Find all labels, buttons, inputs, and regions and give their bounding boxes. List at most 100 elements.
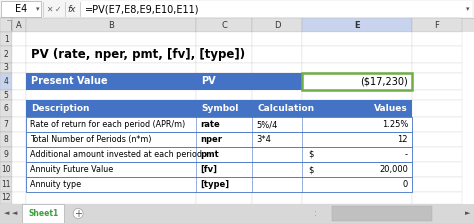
Bar: [26, 100, 196, 117]
Bar: [26, 117, 196, 132]
Text: 8: 8: [4, 135, 9, 144]
Bar: [196, 18, 252, 32]
Text: PV: PV: [201, 76, 216, 87]
Bar: [252, 32, 302, 46]
Bar: [22, 204, 64, 223]
Bar: [412, 46, 462, 63]
Bar: [412, 90, 462, 100]
Text: 3: 3: [4, 64, 9, 72]
Bar: [0, 0, 474, 18]
Bar: [302, 73, 412, 90]
Text: Additional amount invested at each period: Additional amount invested at each perio…: [30, 150, 202, 159]
Bar: [26, 132, 196, 147]
Text: C: C: [221, 21, 227, 29]
Text: -: -: [405, 150, 408, 159]
Bar: [252, 46, 302, 63]
Bar: [26, 192, 196, 204]
Bar: [252, 18, 302, 32]
Bar: [302, 90, 412, 100]
Bar: [302, 132, 412, 147]
Bar: [26, 177, 196, 192]
Text: 9: 9: [4, 150, 9, 159]
Bar: [196, 46, 252, 63]
Text: [fv]: [fv]: [200, 165, 217, 174]
Bar: [26, 46, 196, 63]
Text: 0: 0: [403, 180, 408, 189]
Bar: [196, 100, 252, 117]
Text: $: $: [308, 165, 313, 174]
Bar: [302, 162, 412, 177]
Bar: [12, 192, 26, 204]
Text: B: B: [108, 21, 114, 29]
Bar: [26, 32, 196, 46]
Text: D: D: [274, 21, 280, 29]
Text: Present Value: Present Value: [31, 76, 108, 87]
Bar: [196, 73, 252, 90]
Bar: [302, 100, 412, 117]
Text: Annuity type: Annuity type: [30, 180, 81, 189]
Bar: [0, 162, 12, 177]
Bar: [0, 147, 12, 162]
Text: ◄: ◄: [4, 211, 9, 217]
Bar: [0, 32, 12, 46]
Bar: [302, 73, 412, 90]
Bar: [0, 73, 12, 90]
Bar: [0, 100, 12, 117]
Bar: [252, 162, 302, 177]
Text: 1.25%: 1.25%: [382, 120, 408, 129]
Bar: [12, 90, 26, 100]
Text: E: E: [354, 21, 360, 29]
Bar: [26, 147, 412, 162]
Bar: [26, 73, 302, 90]
Bar: [26, 132, 412, 147]
Text: rate: rate: [200, 120, 220, 129]
Text: ($17,230): ($17,230): [360, 76, 408, 87]
Bar: [26, 100, 412, 117]
Bar: [12, 177, 26, 192]
Bar: [26, 73, 196, 90]
Bar: [412, 73, 462, 90]
Bar: [0, 192, 12, 204]
Bar: [1, 1, 41, 17]
Bar: [302, 63, 412, 73]
Text: 5: 5: [4, 91, 9, 99]
Bar: [12, 162, 26, 177]
Bar: [302, 46, 412, 63]
Bar: [252, 132, 302, 147]
Text: ◄: ◄: [12, 211, 18, 217]
Text: 10: 10: [1, 165, 11, 174]
Bar: [26, 117, 412, 132]
Text: ✕: ✕: [46, 4, 52, 14]
Bar: [26, 177, 412, 192]
Text: Annuity Future Value: Annuity Future Value: [30, 165, 113, 174]
Bar: [412, 100, 462, 117]
Bar: [302, 192, 412, 204]
Text: ►: ►: [465, 211, 471, 217]
Text: 12: 12: [398, 135, 408, 144]
Bar: [81, 1, 472, 17]
Bar: [252, 117, 302, 132]
Text: 2: 2: [4, 50, 9, 59]
Text: A: A: [16, 21, 22, 29]
Text: Total Number of Periods (n*m): Total Number of Periods (n*m): [30, 135, 152, 144]
Text: Symbol: Symbol: [201, 104, 238, 113]
Bar: [302, 117, 412, 132]
Bar: [12, 147, 26, 162]
Text: Description: Description: [31, 104, 90, 113]
Text: 12: 12: [1, 194, 11, 202]
Bar: [196, 90, 252, 100]
Bar: [252, 100, 302, 117]
Bar: [412, 117, 462, 132]
Text: 7: 7: [4, 120, 9, 129]
Bar: [196, 132, 252, 147]
Bar: [196, 63, 252, 73]
Bar: [412, 132, 462, 147]
Bar: [196, 192, 252, 204]
Text: 20,000: 20,000: [379, 165, 408, 174]
Text: 11: 11: [1, 180, 11, 189]
Bar: [12, 117, 26, 132]
Bar: [412, 192, 462, 204]
Bar: [0, 18, 474, 32]
Bar: [0, 132, 12, 147]
Bar: [26, 18, 196, 32]
